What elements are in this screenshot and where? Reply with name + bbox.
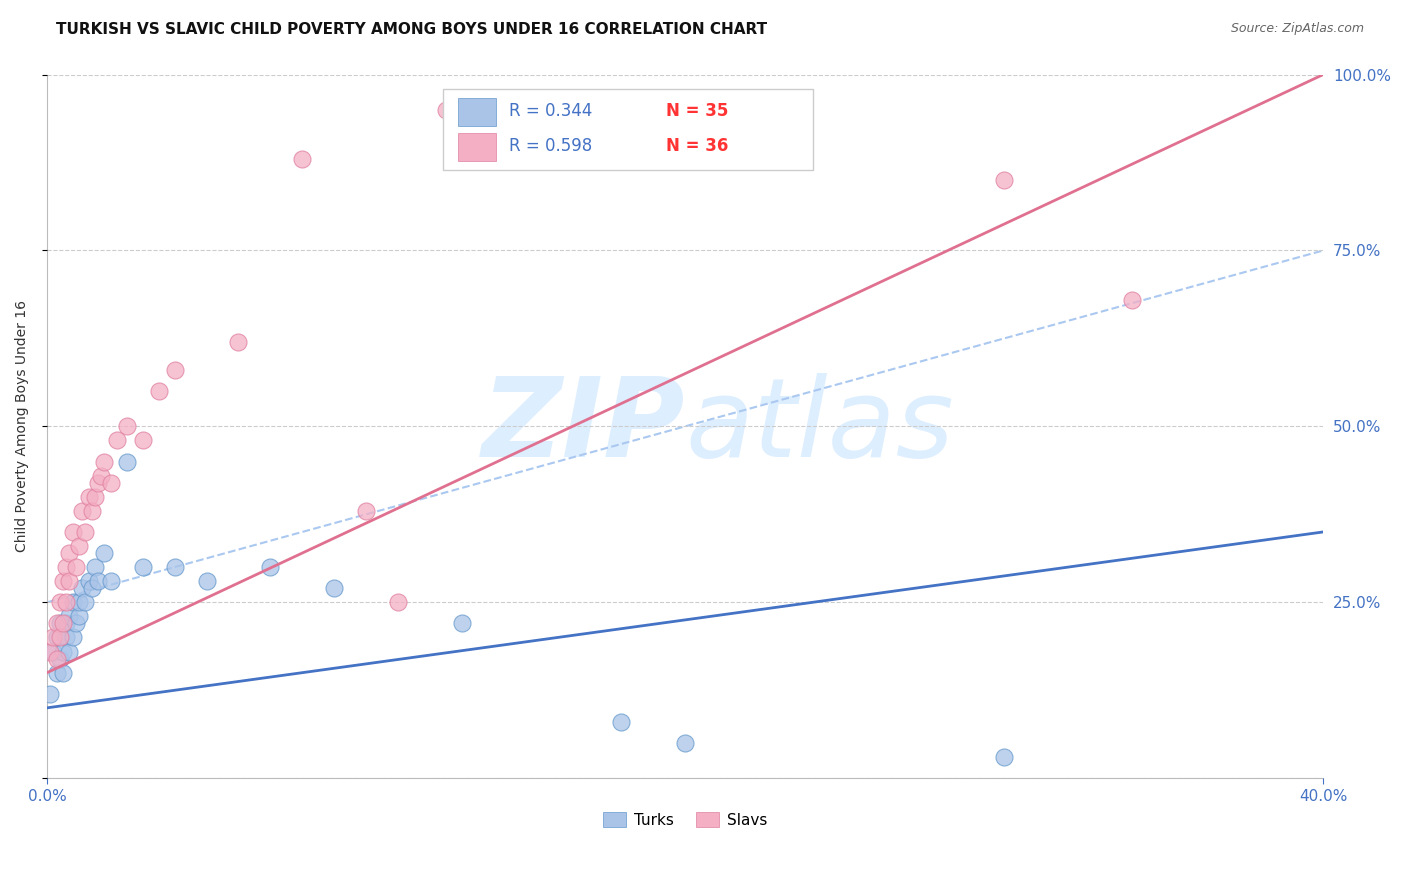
Point bbox=[39, 687, 62, 701]
Point bbox=[42, 644, 65, 658]
Point bbox=[1121, 293, 1143, 307]
Point bbox=[58, 546, 80, 560]
Point bbox=[132, 560, 155, 574]
Point bbox=[55, 560, 77, 574]
Point bbox=[67, 609, 90, 624]
Point bbox=[45, 631, 67, 645]
Legend: Turks, Slavs: Turks, Slavs bbox=[598, 805, 773, 834]
Y-axis label: Child Poverty Among Boys Under 16: Child Poverty Among Boys Under 16 bbox=[15, 301, 30, 552]
Point bbox=[100, 574, 122, 589]
Point bbox=[62, 631, 84, 645]
Point bbox=[434, 103, 457, 117]
Point bbox=[90, 468, 112, 483]
Point bbox=[84, 560, 107, 574]
Point bbox=[58, 574, 80, 589]
Point bbox=[87, 475, 110, 490]
Point bbox=[450, 616, 472, 631]
Text: atlas: atlas bbox=[685, 373, 953, 480]
Point bbox=[75, 595, 97, 609]
Bar bbox=[458, 133, 496, 161]
Point bbox=[115, 454, 138, 468]
Point bbox=[70, 504, 93, 518]
Point bbox=[65, 560, 87, 574]
Text: R = 0.598: R = 0.598 bbox=[509, 137, 592, 155]
Point bbox=[49, 651, 72, 665]
Point bbox=[49, 631, 72, 645]
Text: Source: ZipAtlas.com: Source: ZipAtlas.com bbox=[1230, 22, 1364, 36]
Point bbox=[77, 490, 100, 504]
Point bbox=[228, 334, 250, 349]
Point bbox=[52, 616, 75, 631]
Point bbox=[58, 644, 80, 658]
Point bbox=[387, 595, 409, 609]
Point bbox=[55, 595, 77, 609]
Point bbox=[62, 595, 84, 609]
Bar bbox=[458, 98, 496, 126]
Point bbox=[67, 595, 90, 609]
Point bbox=[80, 581, 103, 595]
Point bbox=[42, 631, 65, 645]
Point bbox=[67, 539, 90, 553]
Point bbox=[115, 419, 138, 434]
Point bbox=[148, 384, 170, 399]
Point bbox=[354, 504, 377, 518]
Text: N = 35: N = 35 bbox=[666, 102, 728, 120]
Point bbox=[195, 574, 218, 589]
Point bbox=[105, 434, 128, 448]
Point bbox=[45, 616, 67, 631]
Point bbox=[45, 665, 67, 680]
Text: N = 36: N = 36 bbox=[666, 137, 728, 155]
Point bbox=[55, 631, 77, 645]
Text: R = 0.344: R = 0.344 bbox=[509, 102, 592, 120]
Point bbox=[993, 750, 1015, 764]
Point bbox=[163, 560, 186, 574]
Text: ZIP: ZIP bbox=[482, 373, 685, 480]
Point bbox=[52, 574, 75, 589]
Point bbox=[49, 595, 72, 609]
Point bbox=[49, 616, 72, 631]
Point bbox=[80, 504, 103, 518]
Point bbox=[58, 609, 80, 624]
Point bbox=[993, 173, 1015, 187]
Point bbox=[55, 616, 77, 631]
Text: TURKISH VS SLAVIC CHILD POVERTY AMONG BOYS UNDER 16 CORRELATION CHART: TURKISH VS SLAVIC CHILD POVERTY AMONG BO… bbox=[56, 22, 768, 37]
Point bbox=[62, 524, 84, 539]
Point bbox=[93, 454, 115, 468]
Point bbox=[75, 524, 97, 539]
Point bbox=[45, 651, 67, 665]
Point bbox=[93, 546, 115, 560]
Point bbox=[132, 434, 155, 448]
Point bbox=[291, 152, 314, 166]
Point bbox=[610, 714, 633, 729]
Point bbox=[77, 574, 100, 589]
Point bbox=[70, 581, 93, 595]
Point bbox=[100, 475, 122, 490]
Point bbox=[259, 560, 281, 574]
Point bbox=[323, 581, 346, 595]
Point bbox=[52, 644, 75, 658]
FancyBboxPatch shape bbox=[443, 88, 813, 169]
Point bbox=[87, 574, 110, 589]
Point bbox=[52, 665, 75, 680]
Point bbox=[84, 490, 107, 504]
Point bbox=[65, 616, 87, 631]
Point bbox=[163, 363, 186, 377]
Point bbox=[39, 644, 62, 658]
Point bbox=[673, 736, 696, 750]
